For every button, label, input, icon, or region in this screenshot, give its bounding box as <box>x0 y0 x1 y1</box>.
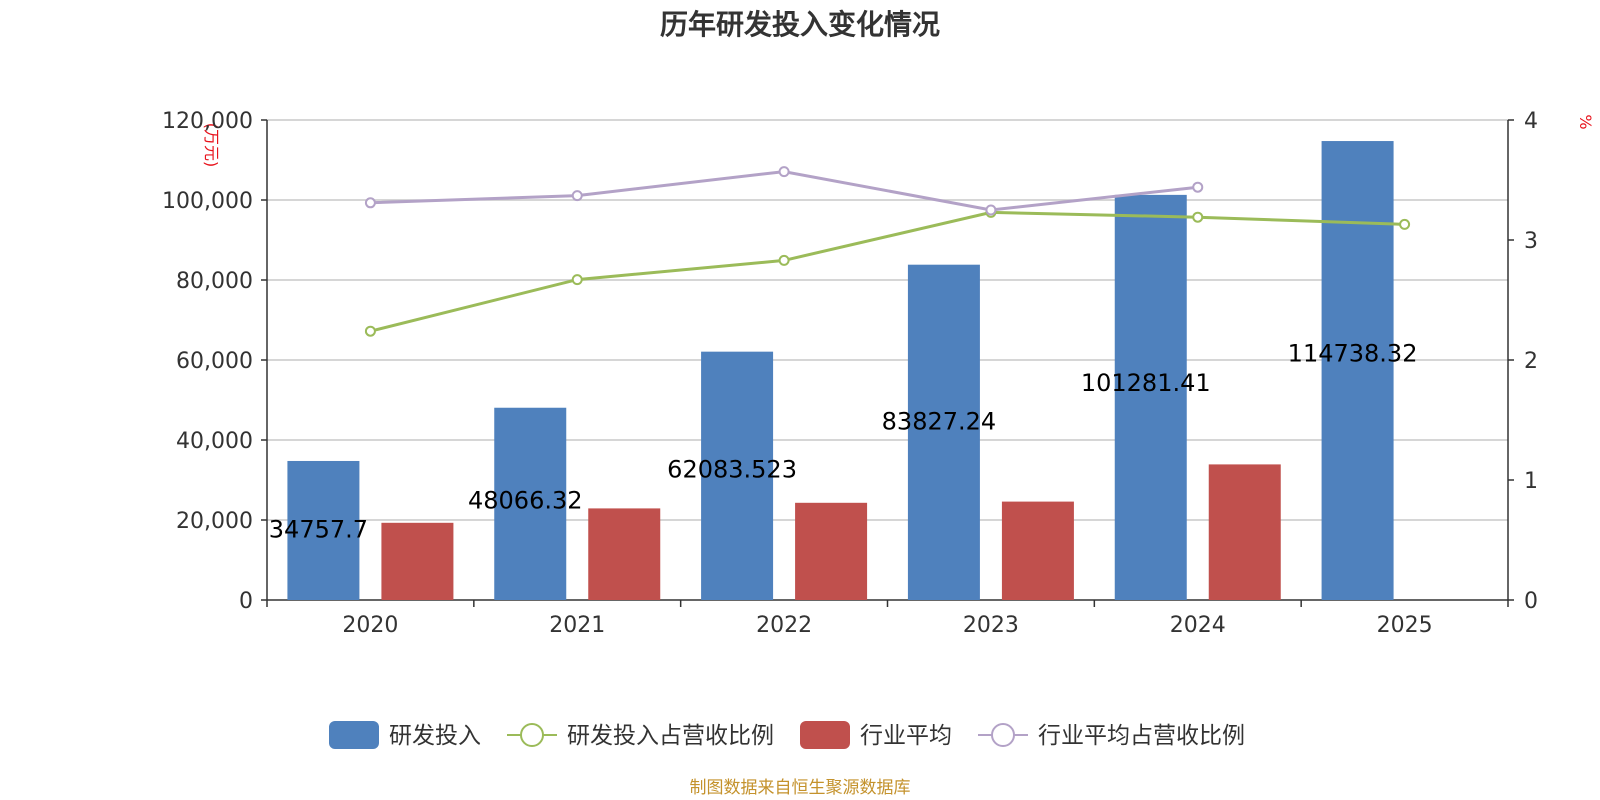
point-行业平均占营收比例 <box>364 197 376 209</box>
bar-data-label: 34757.7 <box>269 516 368 544</box>
point-研发投入占营收比例 <box>778 254 790 266</box>
bar-研发投入 <box>701 351 774 600</box>
point-行业平均占营收比例 <box>1192 181 1204 193</box>
plot-area: 0 20,000 40,000 60,000 80,000 100,000 120,000 0… <box>162 109 1538 638</box>
legend-swatch-研发投入 <box>329 721 379 749</box>
x-tick-label: 2022 <box>756 613 812 638</box>
bar-行业平均 <box>1001 501 1074 600</box>
y-left-tick-label: 40,000 <box>176 429 253 454</box>
y-left-tick-label: 120,000 <box>162 109 253 134</box>
x-tick-label: 2023 <box>963 613 1019 638</box>
x-tick-label: 2020 <box>342 613 398 638</box>
y-left-tick-label: 20,000 <box>176 509 253 534</box>
bar-研发投入 <box>287 460 360 600</box>
bar-研发投入 <box>494 407 567 600</box>
point-研发投入占营收比例 <box>1192 211 1204 223</box>
source-note: 制图数据来自恒生聚源数据库 <box>690 778 911 798</box>
legend-label-行业平均: 行业平均 <box>860 723 952 749</box>
y-left-tick-label: 60,000 <box>176 349 253 374</box>
bar-data-label: 48066.32 <box>468 486 583 514</box>
y-right-tick-label: 4 <box>1524 109 1538 134</box>
bar-data-label: 114738.32 <box>1288 340 1418 368</box>
y-right-tick-label: 0 <box>1524 589 1538 614</box>
bar-行业平均 <box>588 508 661 600</box>
y-left-tick-label: 100,000 <box>162 189 253 214</box>
point-研发投入占营收比例 <box>571 274 583 286</box>
line-研发投入占营收比例 <box>370 210 1405 333</box>
bar-行业平均 <box>795 502 868 600</box>
point-研发投入占营收比例 <box>1399 218 1411 230</box>
y-left-tick-label: 0 <box>239 589 253 614</box>
y-right-tick-label: 3 <box>1524 229 1538 254</box>
x-tick-label: 2021 <box>549 613 605 638</box>
point-研发投入占营收比例 <box>364 325 376 337</box>
y-right-tick-label: 1 <box>1524 469 1538 494</box>
line-行业平均占营收比例 <box>370 170 1198 212</box>
legend-swatch-行业平均 <box>800 721 850 749</box>
legend-label-研发投入占营收比例: 研发投入占营收比例 <box>567 723 774 749</box>
bar-data-label: 83827.24 <box>882 408 997 436</box>
bar-研发投入 <box>1114 194 1187 600</box>
legend-marker-研发投入占营收比例 <box>520 723 544 747</box>
bar-研发投入 <box>907 264 980 600</box>
legend-label-行业平均占营收比例: 行业平均占营收比例 <box>1038 723 1245 749</box>
y-left-tick-label: 80,000 <box>176 269 253 294</box>
point-行业平均占营收比例 <box>571 190 583 202</box>
legend: 研发投入 研发投入占营收比例 行业平均 行业平均占营收比例 <box>329 721 1245 749</box>
legend-marker-行业平均占营收比例 <box>991 723 1015 747</box>
left-axis-unit: (万元) <box>202 123 221 168</box>
x-tick-label: 2024 <box>1170 613 1226 638</box>
bar-研发投入 <box>1321 141 1394 600</box>
point-行业平均占营收比例 <box>985 204 997 216</box>
right-axis-unit: % <box>1576 114 1595 129</box>
bar-data-label: 62083.523 <box>667 455 797 483</box>
bar-行业平均 <box>1208 464 1281 600</box>
bar-行业平均 <box>381 522 454 600</box>
bar-data-label: 101281.41 <box>1081 369 1211 397</box>
point-行业平均占营收比例 <box>778 166 790 178</box>
y-right-tick-label: 2 <box>1524 349 1538 374</box>
legend-label-研发投入: 研发投入 <box>389 723 481 749</box>
x-tick-label: 2025 <box>1377 613 1433 638</box>
chart-title: 历年研发投入变化情况 <box>660 8 940 41</box>
